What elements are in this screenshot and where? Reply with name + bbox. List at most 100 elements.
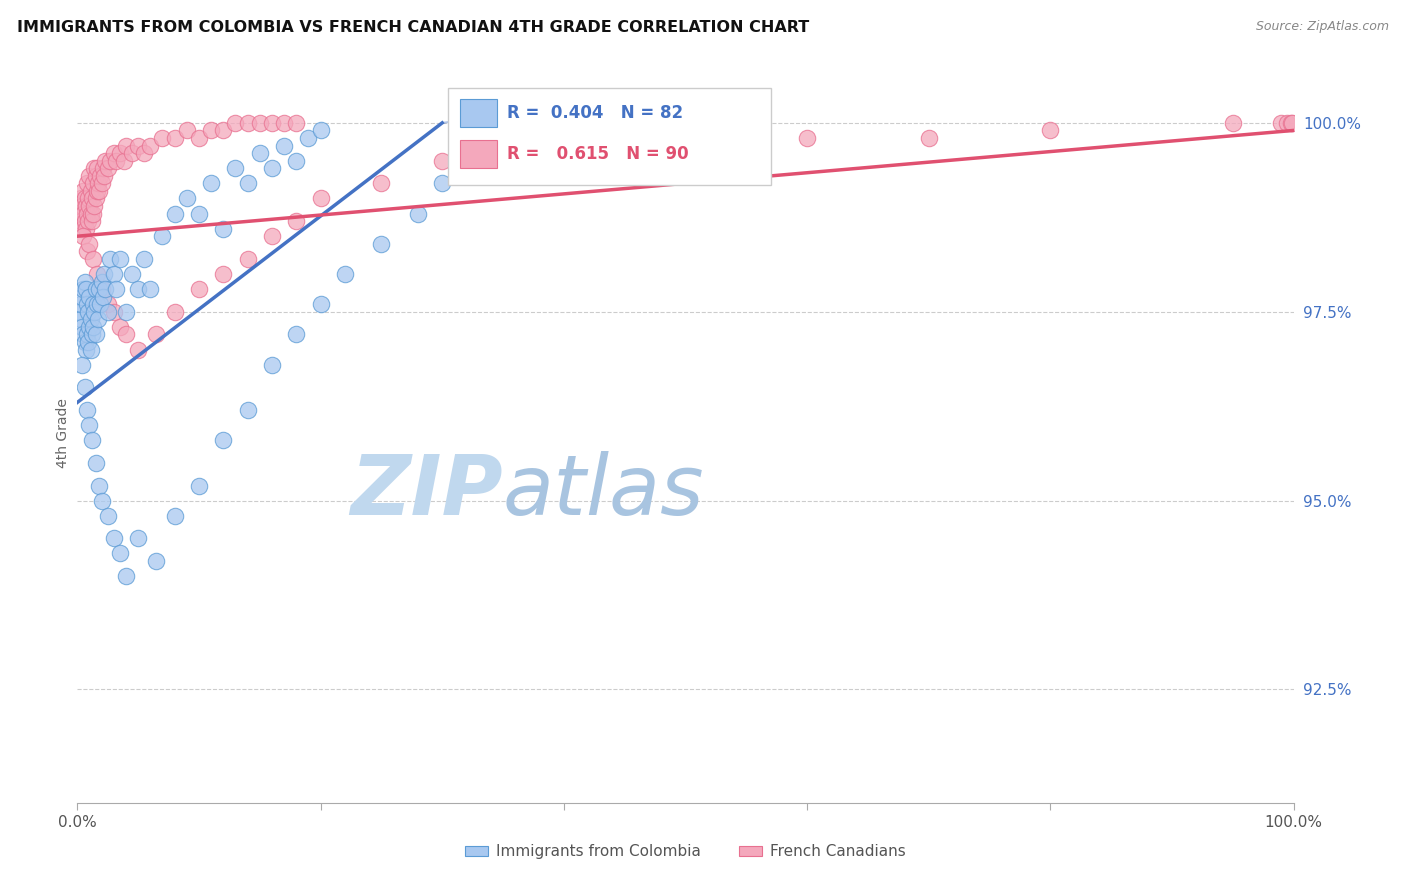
Point: [224, 161, 246, 176]
Point: [83, 304, 105, 318]
Point: [89, 478, 111, 492]
Point: [86, 297, 108, 311]
Point: [176, 191, 198, 205]
Point: [212, 433, 235, 447]
Point: [430, 153, 453, 168]
Point: [89, 282, 111, 296]
Point: [1039, 123, 1062, 137]
Point: [188, 282, 211, 296]
Point: [236, 403, 259, 417]
Text: R =  0.404   N = 82: R = 0.404 N = 82: [506, 103, 683, 122]
Point: [127, 282, 149, 296]
Point: [80, 343, 103, 357]
Point: [406, 206, 429, 220]
Point: [80, 184, 103, 198]
Point: [90, 275, 112, 289]
Point: [188, 478, 211, 492]
Point: [108, 547, 131, 561]
Bar: [460, 140, 496, 169]
Point: [145, 327, 167, 342]
Point: [1279, 116, 1302, 130]
Point: [79, 199, 101, 213]
Text: Source: ZipAtlas.com: Source: ZipAtlas.com: [1256, 20, 1389, 33]
Point: [285, 153, 308, 168]
Point: [80, 312, 103, 326]
Point: [97, 161, 120, 176]
Point: [918, 131, 941, 145]
Point: [97, 508, 120, 523]
Point: [79, 319, 101, 334]
Point: [86, 184, 108, 198]
Point: [70, 221, 93, 235]
Point: [200, 177, 222, 191]
Point: [77, 334, 100, 349]
Point: [77, 191, 100, 205]
Point: [97, 304, 120, 318]
Point: [163, 131, 186, 145]
Point: [127, 532, 149, 546]
Point: [94, 282, 117, 296]
Point: [72, 206, 94, 220]
Point: [73, 275, 96, 289]
Point: [260, 116, 283, 130]
Point: [675, 138, 697, 153]
Point: [75, 343, 97, 357]
Point: [1277, 116, 1299, 130]
Point: [1222, 116, 1244, 130]
Point: [73, 334, 96, 349]
Point: [77, 304, 100, 318]
Point: [70, 297, 93, 311]
Point: [82, 319, 104, 334]
Point: [309, 191, 332, 205]
Point: [796, 131, 818, 145]
Point: [134, 252, 156, 266]
Point: [89, 297, 111, 311]
Point: [94, 153, 117, 168]
Point: [212, 221, 235, 235]
Point: [76, 327, 98, 342]
Point: [1281, 116, 1303, 130]
Point: [80, 206, 103, 220]
Point: [75, 199, 97, 213]
Point: [236, 252, 259, 266]
Point: [82, 206, 104, 220]
Bar: [460, 99, 496, 127]
Point: [285, 327, 308, 342]
Point: [84, 327, 107, 342]
Point: [260, 229, 283, 244]
Point: [72, 282, 94, 296]
Point: [76, 177, 98, 191]
Point: [370, 177, 392, 191]
Point: [212, 123, 235, 137]
Point: [80, 327, 103, 342]
Point: [152, 131, 174, 145]
Point: [97, 297, 120, 311]
Point: [86, 161, 108, 176]
Point: [72, 229, 94, 244]
Point: [76, 206, 98, 220]
Point: [127, 138, 149, 153]
Point: [79, 290, 101, 304]
Point: [82, 177, 104, 191]
Point: [285, 116, 308, 130]
Point: [115, 304, 138, 318]
Point: [285, 214, 308, 228]
Point: [297, 131, 319, 145]
Point: [80, 214, 103, 228]
Point: [127, 343, 149, 357]
Point: [333, 267, 356, 281]
Point: [90, 493, 112, 508]
Legend: Immigrants from Colombia, French Canadians: Immigrants from Colombia, French Canadia…: [460, 838, 911, 865]
Point: [80, 433, 103, 447]
Point: [70, 358, 93, 372]
Text: ZIP: ZIP: [350, 451, 503, 533]
Point: [212, 267, 235, 281]
Point: [87, 177, 110, 191]
Point: [163, 304, 186, 318]
Point: [79, 236, 101, 251]
Point: [79, 169, 101, 183]
Point: [103, 267, 125, 281]
Point: [108, 252, 131, 266]
Point: [309, 297, 332, 311]
Point: [108, 319, 131, 334]
